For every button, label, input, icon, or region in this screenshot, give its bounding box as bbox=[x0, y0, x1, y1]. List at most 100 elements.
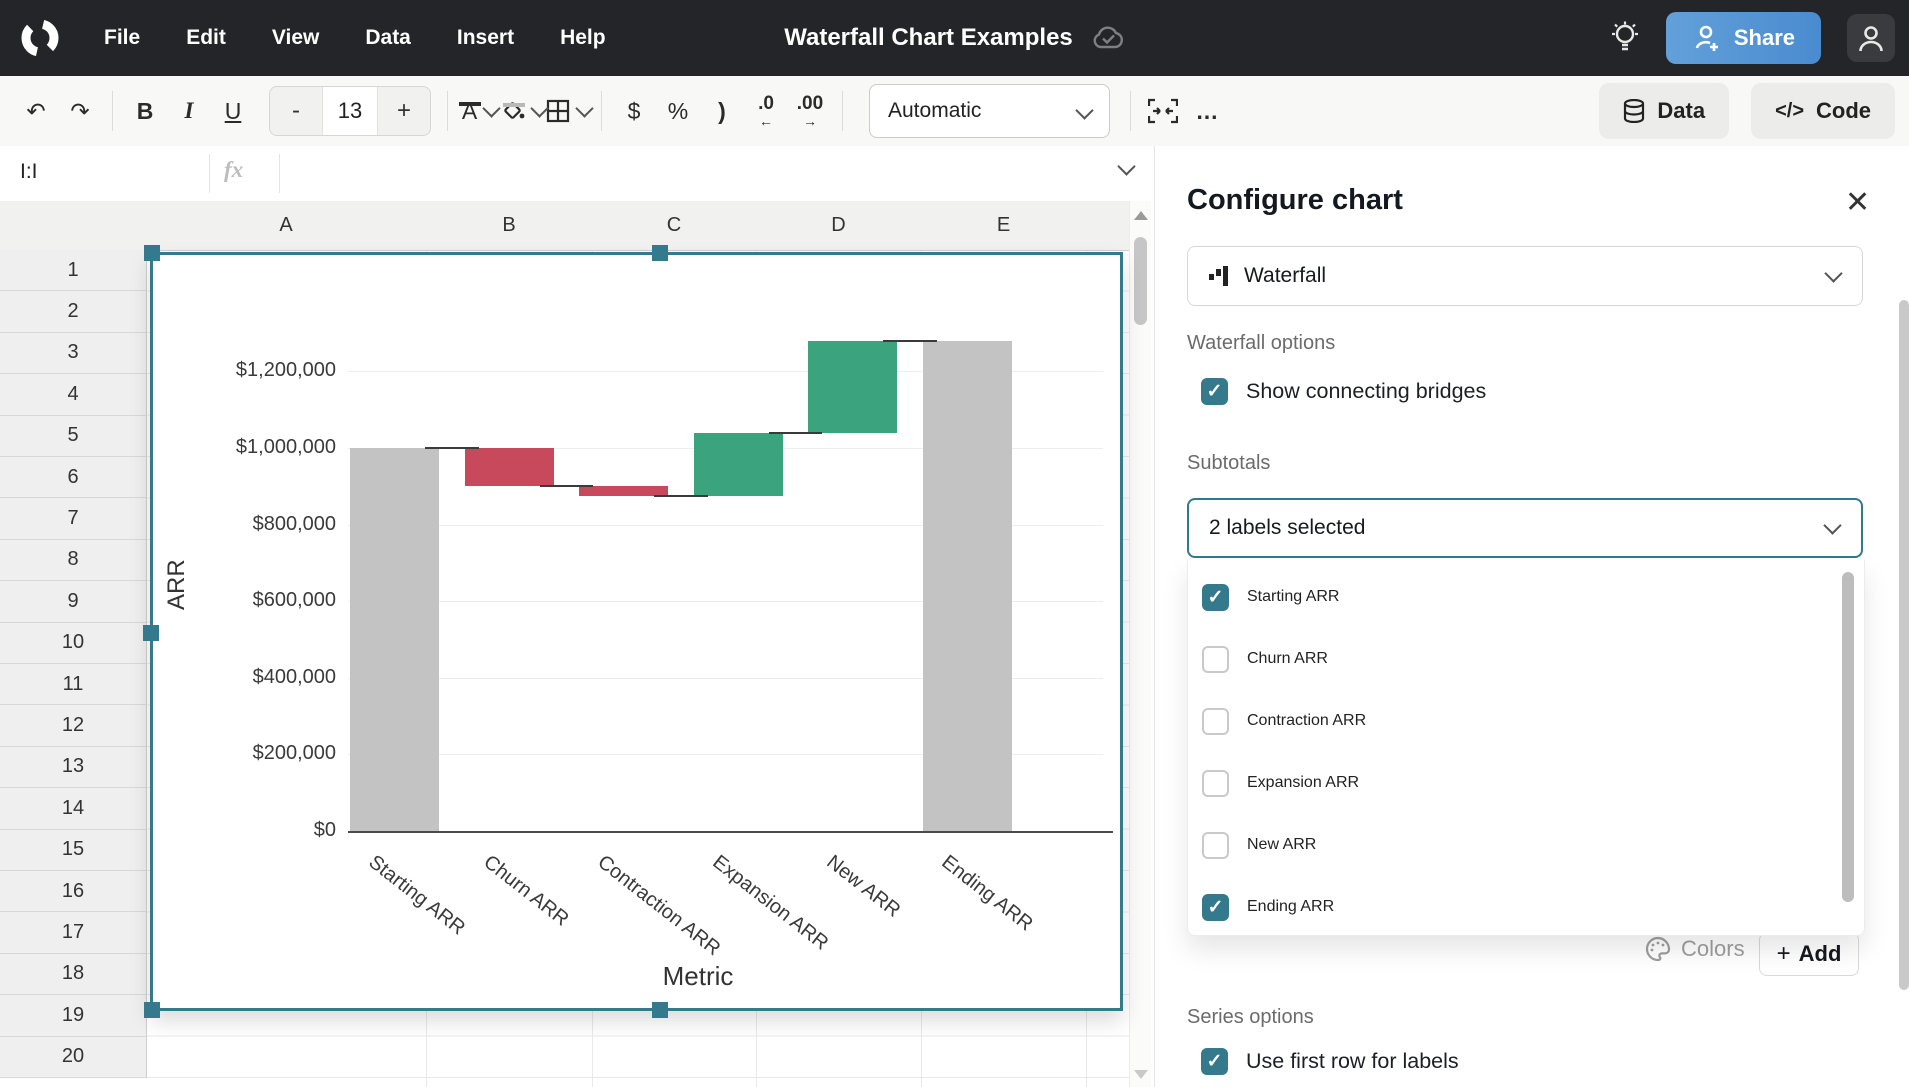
row-header-6[interactable]: 6 bbox=[0, 457, 147, 499]
code-icon: </> bbox=[1775, 99, 1804, 122]
lightbulb-icon[interactable] bbox=[1610, 21, 1640, 55]
row-header-4[interactable]: 4 bbox=[0, 374, 147, 416]
toolbar: ↶ ↷ B I U - 13 + A bbox=[0, 76, 1909, 147]
undo-button[interactable]: ↶ bbox=[26, 97, 46, 124]
selection-handle-bottom-middle[interactable] bbox=[652, 1002, 668, 1018]
column-header-C[interactable]: C bbox=[592, 201, 757, 251]
menu-item-edit[interactable]: Edit bbox=[186, 26, 226, 49]
cell-name-box[interactable]: I:I bbox=[20, 160, 38, 183]
select-all-corner[interactable] bbox=[0, 201, 147, 251]
formula-bar-expand-chevron-icon[interactable] bbox=[1117, 157, 1136, 176]
column-header-B[interactable]: B bbox=[426, 201, 593, 251]
redo-button[interactable]: ↷ bbox=[70, 97, 90, 124]
row-header-14[interactable]: 14 bbox=[0, 788, 147, 830]
grid-vertical-scrollbar[interactable] bbox=[1129, 201, 1151, 1087]
text-color-button[interactable]: A bbox=[458, 89, 502, 133]
panel-scrollbar-thumb[interactable] bbox=[1899, 300, 1909, 990]
column-header-A[interactable]: A bbox=[146, 201, 427, 251]
row-header-20[interactable]: 20 bbox=[0, 1036, 147, 1078]
subtotal-option-ending-arr[interactable]: ✓ Ending ARR bbox=[1202, 876, 1334, 938]
row-header-17[interactable]: 17 bbox=[0, 912, 147, 954]
row-header-12[interactable]: 12 bbox=[0, 705, 147, 747]
subtotal-checkbox[interactable] bbox=[1202, 831, 1229, 859]
row-header-9[interactable]: 9 bbox=[0, 581, 147, 623]
add-series-button[interactable]: + Add bbox=[1759, 932, 1859, 976]
row-header-13[interactable]: 13 bbox=[0, 746, 147, 789]
row-header-18[interactable]: 18 bbox=[0, 953, 147, 996]
negative-format-button[interactable]: ) bbox=[718, 97, 726, 124]
menu-item-data[interactable]: Data bbox=[365, 26, 411, 49]
column-header-E[interactable]: E bbox=[921, 201, 1087, 251]
selection-handle-left-middle[interactable] bbox=[143, 625, 159, 641]
font-size-value[interactable]: 13 bbox=[322, 87, 378, 135]
first-row-labels-checkbox[interactable]: ✓ bbox=[1201, 1048, 1228, 1075]
avatar-button[interactable] bbox=[1847, 14, 1895, 62]
italic-button[interactable]: I bbox=[184, 98, 194, 123]
increase-decimals-button[interactable]: .00 → bbox=[796, 93, 824, 129]
menu-item-help[interactable]: Help bbox=[560, 26, 606, 49]
percent-format-button[interactable]: % bbox=[667, 97, 689, 124]
rows-logo-icon[interactable] bbox=[18, 16, 62, 60]
menu-item-view[interactable]: View bbox=[271, 26, 320, 49]
colors-button[interactable]: Colors bbox=[1645, 936, 1745, 962]
resize-fit-button[interactable] bbox=[1141, 89, 1185, 133]
number-format-select[interactable]: Automatic bbox=[869, 84, 1110, 138]
underline-button[interactable]: U bbox=[224, 97, 242, 124]
row-header-19[interactable]: 19 bbox=[0, 995, 147, 1037]
scroll-up-arrow-icon[interactable] bbox=[1134, 211, 1148, 220]
row-header-2[interactable]: 2 bbox=[0, 291, 147, 333]
column-header-partial[interactable] bbox=[1086, 201, 1130, 251]
subtotal-checkbox[interactable] bbox=[1202, 645, 1229, 673]
row-header-15[interactable]: 15 bbox=[0, 829, 147, 871]
code-view-button[interactable]: </> Code bbox=[1751, 83, 1895, 139]
selection-handle-bottom-left[interactable] bbox=[144, 1002, 160, 1018]
subtotal-option-churn-arr[interactable]: Churn ARR bbox=[1202, 628, 1328, 690]
subtotal-checkbox[interactable]: ✓ bbox=[1202, 583, 1229, 611]
waterfall-type-icon bbox=[1209, 266, 1228, 286]
currency-format-button[interactable]: $ bbox=[627, 97, 641, 124]
subtotal-checkbox[interactable] bbox=[1202, 769, 1229, 797]
bold-button[interactable]: B bbox=[136, 97, 154, 124]
show-bridges-row[interactable]: ✓ Show connecting bridges bbox=[1201, 378, 1486, 405]
show-bridges-checkbox[interactable]: ✓ bbox=[1201, 378, 1228, 405]
scroll-down-arrow-icon[interactable] bbox=[1134, 1070, 1148, 1079]
subtotal-option-starting-arr[interactable]: ✓ Starting ARR bbox=[1202, 566, 1339, 628]
font-size-decrease-button[interactable]: - bbox=[292, 97, 300, 124]
chart-x-axis-title: Metric bbox=[662, 961, 734, 991]
row-header-7[interactable]: 7 bbox=[0, 498, 147, 540]
close-icon[interactable]: ✕ bbox=[1845, 186, 1871, 219]
waterfall-chart-object[interactable]: $0 $200,000 $400,000 $600,000 $800,000 $1,000… bbox=[143, 245, 1123, 1018]
share-button[interactable]: Share bbox=[1665, 12, 1821, 64]
subtotal-option-contraction-arr[interactable]: Contraction ARR bbox=[1202, 690, 1366, 752]
more-options-button[interactable]: … bbox=[1195, 97, 1219, 124]
row-header-1[interactable]: 1 bbox=[0, 250, 147, 292]
selection-handle-top-left[interactable] bbox=[144, 245, 160, 261]
fill-color-button[interactable] bbox=[502, 89, 549, 133]
row-header-16[interactable]: 16 bbox=[0, 871, 147, 913]
row-header-8[interactable]: 8 bbox=[0, 539, 147, 582]
first-row-labels-row[interactable]: ✓ Use first row for labels bbox=[1201, 1048, 1459, 1075]
subtotal-checkbox[interactable]: ✓ bbox=[1202, 893, 1229, 921]
chart-type-select[interactable]: Waterfall bbox=[1187, 246, 1863, 306]
borders-button[interactable] bbox=[546, 89, 594, 133]
selection-handle-top-middle[interactable] bbox=[652, 245, 668, 261]
menu-item-insert[interactable]: Insert bbox=[456, 26, 515, 49]
subtotal-option-expansion-arr[interactable]: Expansion ARR bbox=[1202, 752, 1359, 814]
share-people-icon bbox=[1695, 25, 1718, 51]
subtotals-select[interactable]: 2 labels selected bbox=[1187, 498, 1863, 558]
decrease-decimals-button[interactable]: .0 ← bbox=[758, 93, 774, 129]
column-header-D[interactable]: D bbox=[756, 201, 922, 251]
dropdown-scrollbar[interactable] bbox=[1842, 572, 1854, 912]
data-view-button[interactable]: Data bbox=[1599, 83, 1730, 139]
font-size-increase-button[interactable]: + bbox=[396, 97, 411, 124]
menu-item-file[interactable]: File bbox=[104, 26, 141, 49]
grid-scrollbar-thumb[interactable] bbox=[1134, 237, 1147, 325]
waterfall-bar-contraction-arr bbox=[579, 486, 669, 496]
chart-x-tick-label: Ending ARR bbox=[937, 851, 1037, 936]
subtotal-checkbox[interactable] bbox=[1202, 707, 1229, 735]
row-header-5[interactable]: 5 bbox=[0, 415, 147, 457]
row-header-10[interactable]: 10 bbox=[0, 622, 147, 664]
row-header-11[interactable]: 11 bbox=[0, 664, 147, 706]
row-header-3[interactable]: 3 bbox=[0, 332, 147, 375]
subtotal-option-new-arr[interactable]: New ARR bbox=[1202, 814, 1316, 876]
